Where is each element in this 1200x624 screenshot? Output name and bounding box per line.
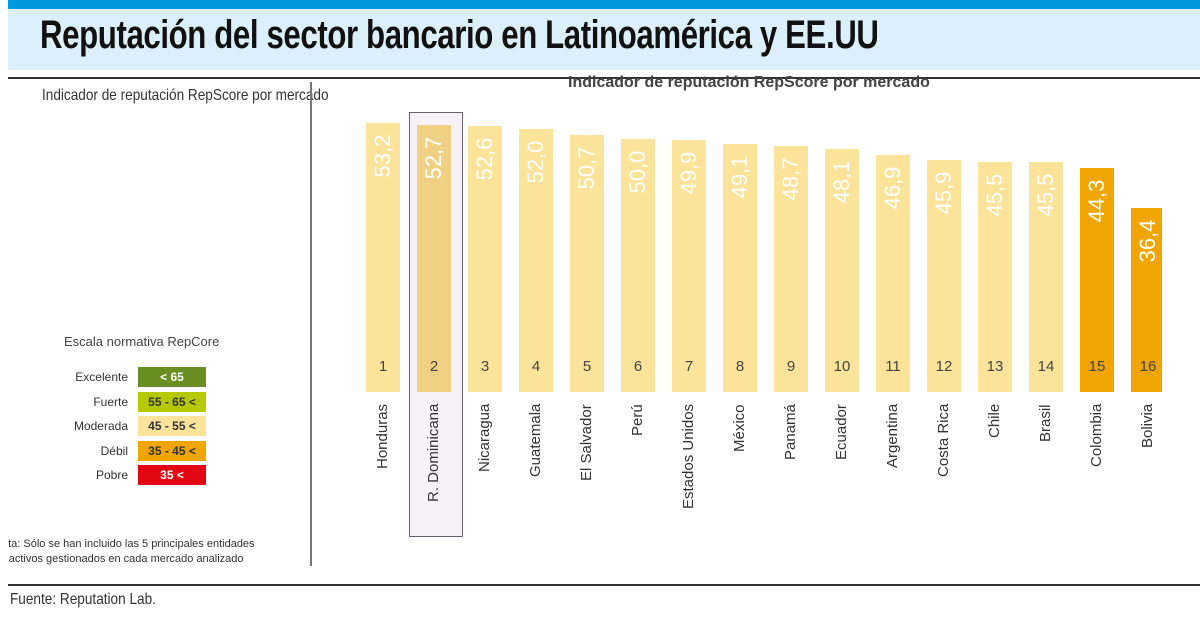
rank-label: 9 bbox=[786, 358, 796, 375]
data-label: 52,7 bbox=[421, 136, 446, 180]
rank-label: 11 bbox=[885, 358, 901, 375]
note-line: ota: Sólo se han incluido las 5 principa… bbox=[8, 538, 255, 550]
category-label: Perú bbox=[629, 404, 646, 436]
rank-label: 6 bbox=[633, 358, 643, 375]
scale-range: 45 - 55 < bbox=[138, 416, 206, 436]
note-line: r activos gestionados en cada mercado an… bbox=[8, 553, 244, 565]
category-label: Brasil bbox=[1037, 404, 1054, 442]
bar bbox=[876, 154, 910, 392]
divider-vertical bbox=[310, 82, 312, 566]
data-label: 53,2 bbox=[370, 134, 395, 178]
rank-label: 1 bbox=[378, 358, 388, 375]
category-label: Colombia bbox=[1088, 403, 1105, 467]
bar bbox=[774, 145, 808, 392]
scale-label: Pobre bbox=[95, 468, 128, 482]
scale-title: Escala normativa RepCore bbox=[64, 334, 220, 349]
rank-label: 13 bbox=[986, 358, 1004, 375]
data-label: 52,6 bbox=[472, 137, 497, 181]
bar bbox=[519, 128, 553, 392]
category-label: Panamá bbox=[782, 404, 799, 460]
scale-row: Débil 35 - 45 < bbox=[40, 440, 210, 462]
rank-label: 4 bbox=[531, 358, 541, 375]
page-title: Reputación del sector bancario en Latino… bbox=[40, 13, 879, 57]
divider bbox=[8, 584, 1200, 586]
bar bbox=[978, 161, 1012, 392]
data-label: 50,0 bbox=[625, 150, 650, 194]
title-band bbox=[8, 9, 1200, 70]
data-label: 36,4 bbox=[1135, 219, 1160, 263]
scale-label: Moderada bbox=[73, 419, 128, 433]
scale-row: Fuerte 55 - 65 < bbox=[40, 391, 210, 413]
data-label: 48,1 bbox=[829, 160, 854, 204]
data-label: 45,5 bbox=[1033, 173, 1058, 217]
note: ota: Sólo se han incluido las 5 principa… bbox=[8, 537, 308, 567]
category-label: Nicaragua bbox=[476, 403, 493, 472]
bar bbox=[621, 139, 655, 392]
rank-label: 7 bbox=[684, 358, 694, 375]
category-label: Chile bbox=[986, 403, 1003, 438]
bar bbox=[366, 122, 400, 392]
data-label: 45,9 bbox=[931, 171, 956, 215]
scale-row: Excelente < 65 bbox=[40, 367, 210, 388]
bar bbox=[1029, 161, 1063, 392]
bar bbox=[1131, 207, 1162, 392]
bar bbox=[570, 135, 604, 392]
bar bbox=[825, 148, 859, 392]
rank-label: 5 bbox=[582, 358, 592, 375]
rank-label: 3 bbox=[480, 358, 490, 375]
subtitle: Indicador de reputación RepScore por mer… bbox=[42, 87, 329, 104]
scale-range: 35 - 45 < bbox=[138, 440, 206, 461]
scale-label: Débil bbox=[100, 443, 128, 458]
bar-chart: 53,2 1 Honduras 52,7 2 R. Dominicana 52,6 3 Nica… bbox=[312, 80, 1162, 580]
scale-range: 55 - 65 < bbox=[138, 391, 206, 412]
divider bbox=[8, 77, 1200, 79]
scale-range: < 65 bbox=[138, 367, 206, 387]
data-label: 45,5 bbox=[982, 173, 1007, 217]
category-label: Bolivia bbox=[1139, 403, 1156, 448]
category-label: El Salvador bbox=[578, 404, 595, 481]
category-label: Ecuador bbox=[833, 404, 850, 460]
scale-label: Fuerte bbox=[93, 394, 128, 409]
rank-label: 2 bbox=[429, 358, 439, 375]
bar bbox=[672, 139, 706, 392]
data-label: 44,3 bbox=[1084, 179, 1109, 223]
category-label: Guatemala bbox=[527, 403, 544, 477]
category-label: Honduras bbox=[374, 403, 391, 469]
rank-label: 16 bbox=[1139, 358, 1157, 375]
rank-label: 8 bbox=[735, 358, 745, 375]
data-label: 49,9 bbox=[676, 151, 701, 194]
scale-row: Moderada 45 - 55 < bbox=[40, 416, 210, 437]
category-label: México bbox=[731, 404, 748, 452]
rank-label: 15 bbox=[1088, 358, 1106, 375]
scale-row: Pobre 35 < bbox=[40, 465, 210, 486]
header-strip bbox=[8, 0, 1200, 9]
category-label: Argentina bbox=[884, 403, 901, 468]
bar bbox=[468, 125, 502, 392]
scale-range: 35 < bbox=[138, 465, 206, 485]
data-label: 46,9 bbox=[880, 166, 905, 210]
rank-label: 10 bbox=[833, 358, 851, 375]
bar bbox=[723, 143, 757, 392]
bar bbox=[927, 159, 961, 392]
data-label: 48,7 bbox=[778, 157, 803, 200]
category-label: Estados Unidos bbox=[680, 403, 697, 509]
bar bbox=[1080, 167, 1114, 392]
category-label: R. Dominicana bbox=[425, 403, 442, 502]
category-label: Costa Rica bbox=[935, 403, 952, 477]
data-label: 52,0 bbox=[523, 140, 548, 184]
scale-label: Excelente bbox=[75, 370, 128, 384]
data-label: 50,7 bbox=[574, 147, 599, 190]
rank-label: 12 bbox=[935, 358, 953, 375]
chart-title: Indicador de reputación RepScore por mer… bbox=[568, 74, 930, 91]
data-label: 49,1 bbox=[727, 155, 752, 198]
bar bbox=[417, 125, 451, 392]
rank-label: 14 bbox=[1037, 358, 1055, 375]
source: Fuente: Reputation Lab. bbox=[10, 591, 156, 608]
